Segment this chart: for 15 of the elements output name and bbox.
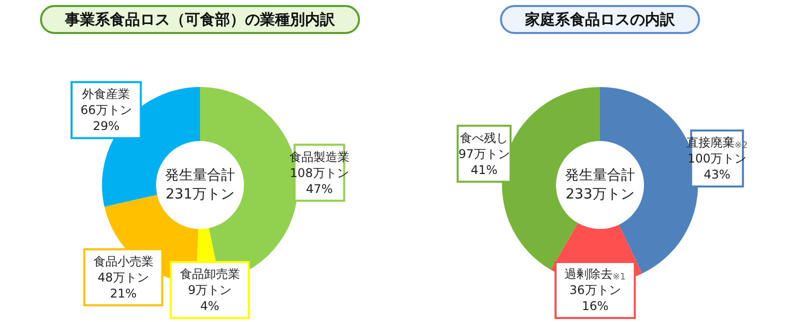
text: 233万トン [566,186,634,202]
slice-label: 食品卸売業 [180,267,240,281]
data-label: 97万トン 41% [458,146,510,177]
data-label: 66万トン 29% [80,103,132,134]
text: 発生量合計 [565,168,635,184]
data-label: 48万トン 21% [98,270,149,300]
text: 発生量合計 [165,168,235,184]
data-label: 36万トン 16% [570,283,621,313]
chart-title: 事業系食品ロス（可食部）の業種別内訳 [64,10,336,28]
slice-label: 食品小売業 [93,254,154,268]
data-label: 9万トン 4% [188,283,232,313]
slice-label: 外食産業 [82,87,130,102]
slice-label: 食べ残し [460,130,508,145]
chart-title: 家庭系食品ロスの内訳 [524,10,676,28]
text: 231万トン [166,186,234,202]
